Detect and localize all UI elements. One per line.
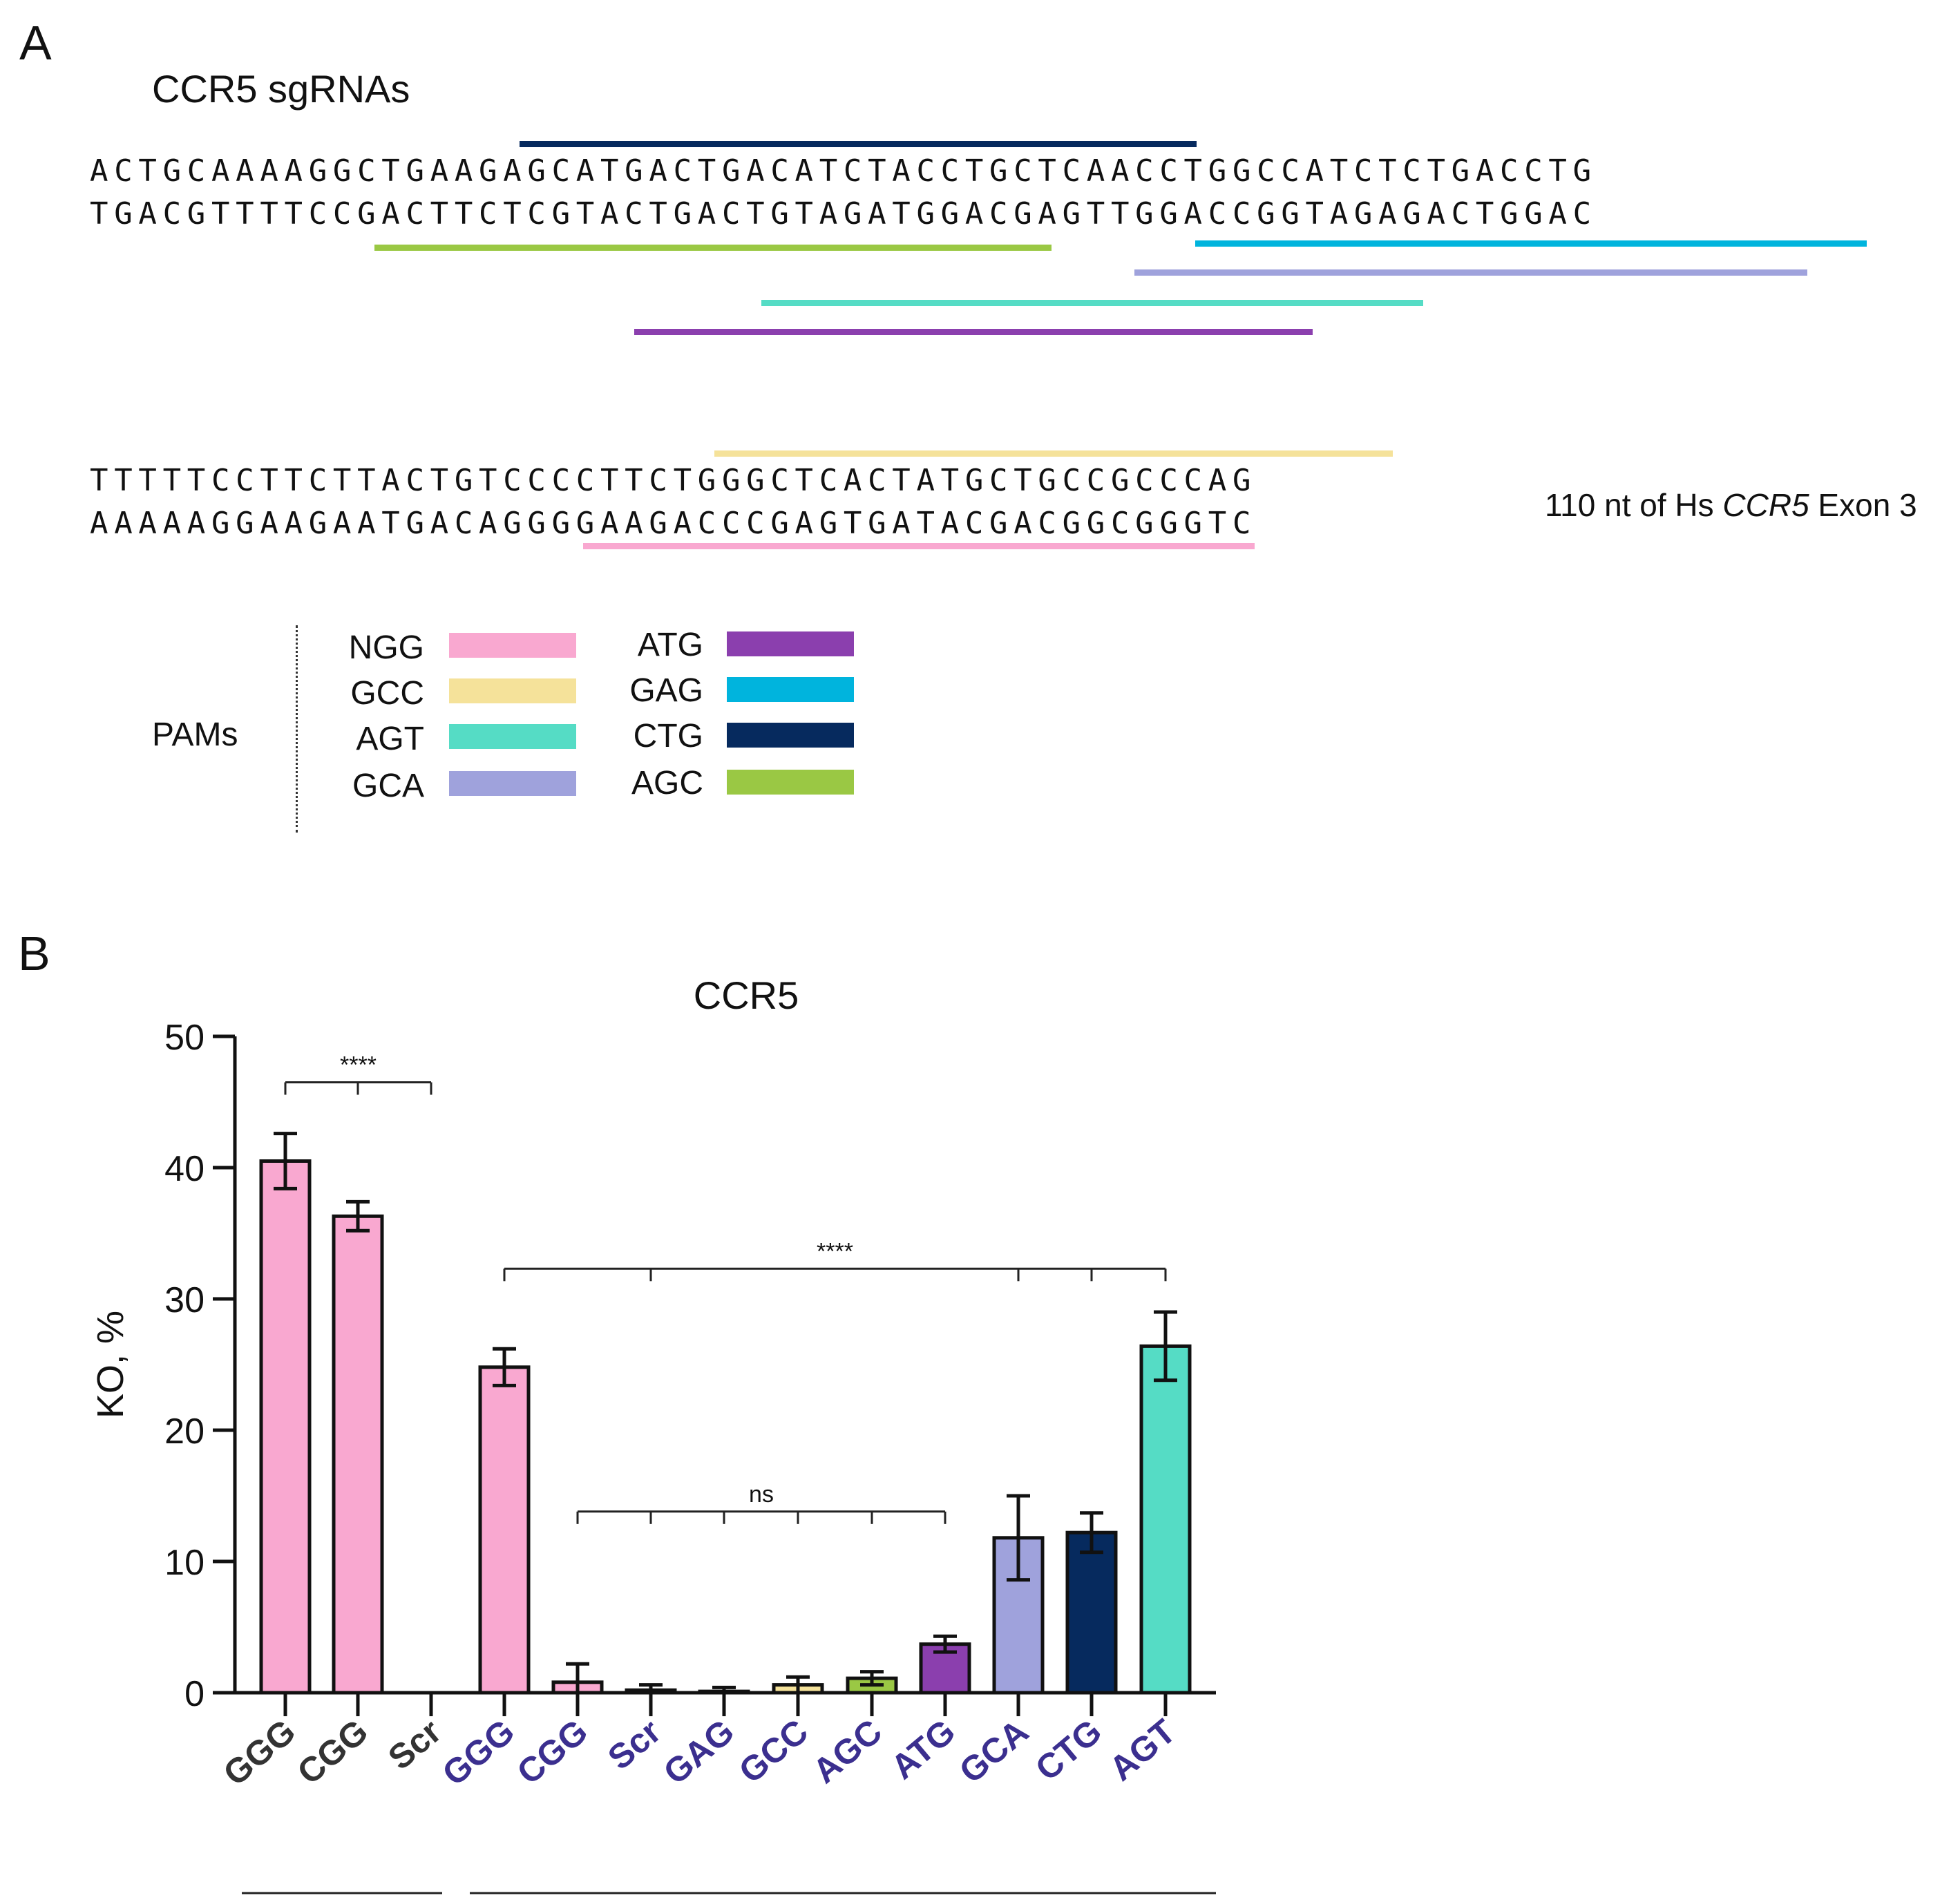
x-tick-label: ATG (884, 1712, 962, 1787)
significance-label: **** (817, 1238, 853, 1264)
panel-a-letter: A (19, 16, 52, 70)
legend-label-agt: AGT (356, 721, 424, 757)
sgrna-line-ctg (520, 141, 1197, 147)
x-tick-label: Scr (600, 1712, 668, 1778)
legend-label-gag: GAG (629, 672, 703, 709)
significance-label: **** (340, 1052, 377, 1079)
x-tick-label: GCA (952, 1712, 1036, 1791)
sequence-bottom-strand-1: TGACGTTTTCCGACTTCTCGTACTGACTGTAGATGGACGA… (90, 196, 1597, 231)
panel-a-title: CCR5 sgRNAs (152, 67, 410, 111)
sequence-top-strand-2: TTTTTCCTTCTTACTGTCCCCTTCTGGGCTCACTATGCTG… (90, 463, 1257, 498)
exon-note-gene: CCR5 (1722, 487, 1809, 523)
sequence-top-strand-1: ACTGCAAAAGGCTGAAGAGCATGACTGACATCTACCTGCT… (90, 153, 1597, 189)
legend-label-gcc: GCC (350, 675, 424, 712)
legend-swatch-agt (449, 724, 576, 749)
legend-label-ctg: CTG (633, 718, 703, 754)
chart-title: CCR5 (694, 973, 799, 1017)
sequence-bottom-strand-2: AAAAAGGAAGAATGACAGGGGAAGACCCGAGTGATACGAC… (90, 506, 1257, 541)
x-tick-label: GGG (435, 1712, 522, 1794)
x-tick-label: GAG (656, 1712, 741, 1792)
x-tick-label: AGC (806, 1712, 889, 1791)
legend-swatch-agc (727, 770, 854, 795)
significance-label: ns (749, 1481, 774, 1508)
sgrna-line-agc (374, 245, 1052, 251)
sgrna-line-gag (1195, 240, 1867, 247)
sgrna-line-atg (634, 329, 1313, 335)
y-tick-label: 30 (164, 1280, 204, 1320)
x-tick-label: AGT (1102, 1712, 1183, 1789)
sgrna-line-gcc (714, 450, 1393, 457)
bar-agt (1139, 1344, 1192, 1695)
bar-cgg (332, 1214, 384, 1695)
y-tick-label: 10 (164, 1543, 204, 1583)
exon-note: 110 nt of Hs CCR5 Exon 3 (1545, 487, 1917, 523)
x-tick-label: GCC (732, 1712, 815, 1791)
legend-label-atg: ATG (637, 627, 703, 663)
bar-ggg (478, 1365, 531, 1695)
y-tick-label: 20 (164, 1412, 204, 1452)
legend-swatch-gca (449, 771, 576, 796)
legend-label-ngg: NGG (348, 629, 424, 666)
legend-swatch-gcc (449, 678, 576, 703)
x-tick-label: GGG (216, 1712, 303, 1794)
panel-b-letter: B (18, 927, 50, 980)
sgrna-line-agt (761, 300, 1423, 306)
bar-ctg (1065, 1530, 1118, 1695)
bar-ggg (259, 1159, 312, 1695)
legend-swatch-gag (727, 677, 854, 702)
sgrna-line-ngg (583, 543, 1255, 549)
x-tick-label: CTG (1028, 1712, 1109, 1789)
sgrna-line-gca (1134, 269, 1807, 276)
y-tick-label: 50 (164, 1018, 204, 1058)
x-tick-label: CGG (290, 1712, 375, 1792)
legend-label-gca: GCA (352, 768, 424, 804)
y-tick-label: 40 (164, 1149, 204, 1189)
legend-swatch-ctg (727, 723, 854, 748)
x-tick-label: CGG (510, 1712, 595, 1792)
legend-swatch-ngg (449, 633, 576, 658)
legend-swatch-atg (727, 631, 854, 656)
y-axis-label: KO, % (90, 1311, 131, 1418)
y-tick-label: 0 (184, 1674, 204, 1714)
legend-label-agc: AGC (631, 765, 703, 801)
legend-divider (296, 625, 298, 833)
pams-label: PAMs (152, 716, 238, 753)
